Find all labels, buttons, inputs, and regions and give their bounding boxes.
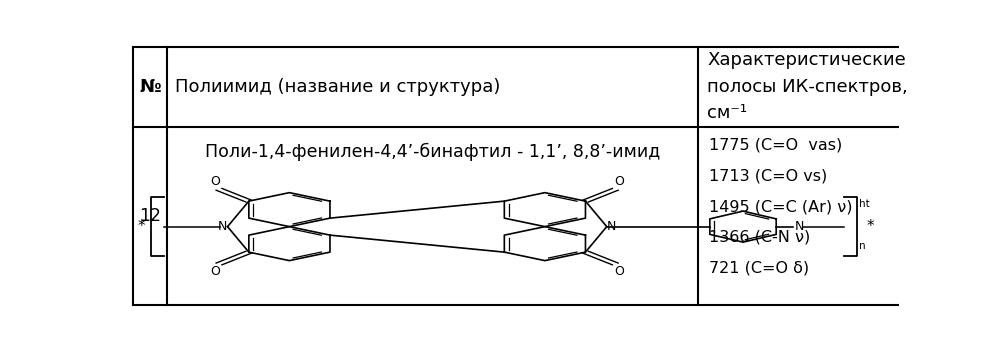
Text: Полиимид (название и структура): Полиимид (название и структура)	[175, 78, 500, 96]
Text: N: N	[795, 220, 804, 233]
Text: 1495 (C=C (Ar) ν): 1495 (C=C (Ar) ν)	[709, 199, 853, 214]
Text: O: O	[210, 265, 220, 278]
Text: 1366 (C-N ν): 1366 (C-N ν)	[709, 230, 810, 245]
Text: O: O	[210, 175, 220, 188]
Text: ht: ht	[859, 199, 869, 209]
Text: 1775 (C=O  vas): 1775 (C=O vas)	[709, 137, 843, 152]
Text: 1713 (C=O vs): 1713 (C=O vs)	[709, 168, 827, 183]
Text: 721 (C=O δ): 721 (C=O δ)	[709, 261, 809, 276]
Text: №: №	[139, 78, 161, 96]
Text: 12: 12	[139, 207, 161, 225]
Text: N: N	[606, 220, 616, 233]
Text: *: *	[866, 219, 874, 234]
Text: n: n	[859, 242, 865, 251]
Text: Характеристические
полосы ИК-спектров,
см⁻¹: Характеристические полосы ИК-спектров, с…	[707, 52, 908, 122]
Text: O: O	[614, 175, 624, 188]
Text: Поли-1,4-фенилен-4,4’-бинафтил - 1,1’, 8,8’-имид: Поли-1,4-фенилен-4,4’-бинафтил - 1,1’, 8…	[205, 143, 660, 161]
Text: O: O	[614, 265, 624, 278]
Text: N: N	[218, 220, 228, 233]
Text: *: *	[137, 219, 145, 234]
FancyBboxPatch shape	[133, 47, 907, 305]
